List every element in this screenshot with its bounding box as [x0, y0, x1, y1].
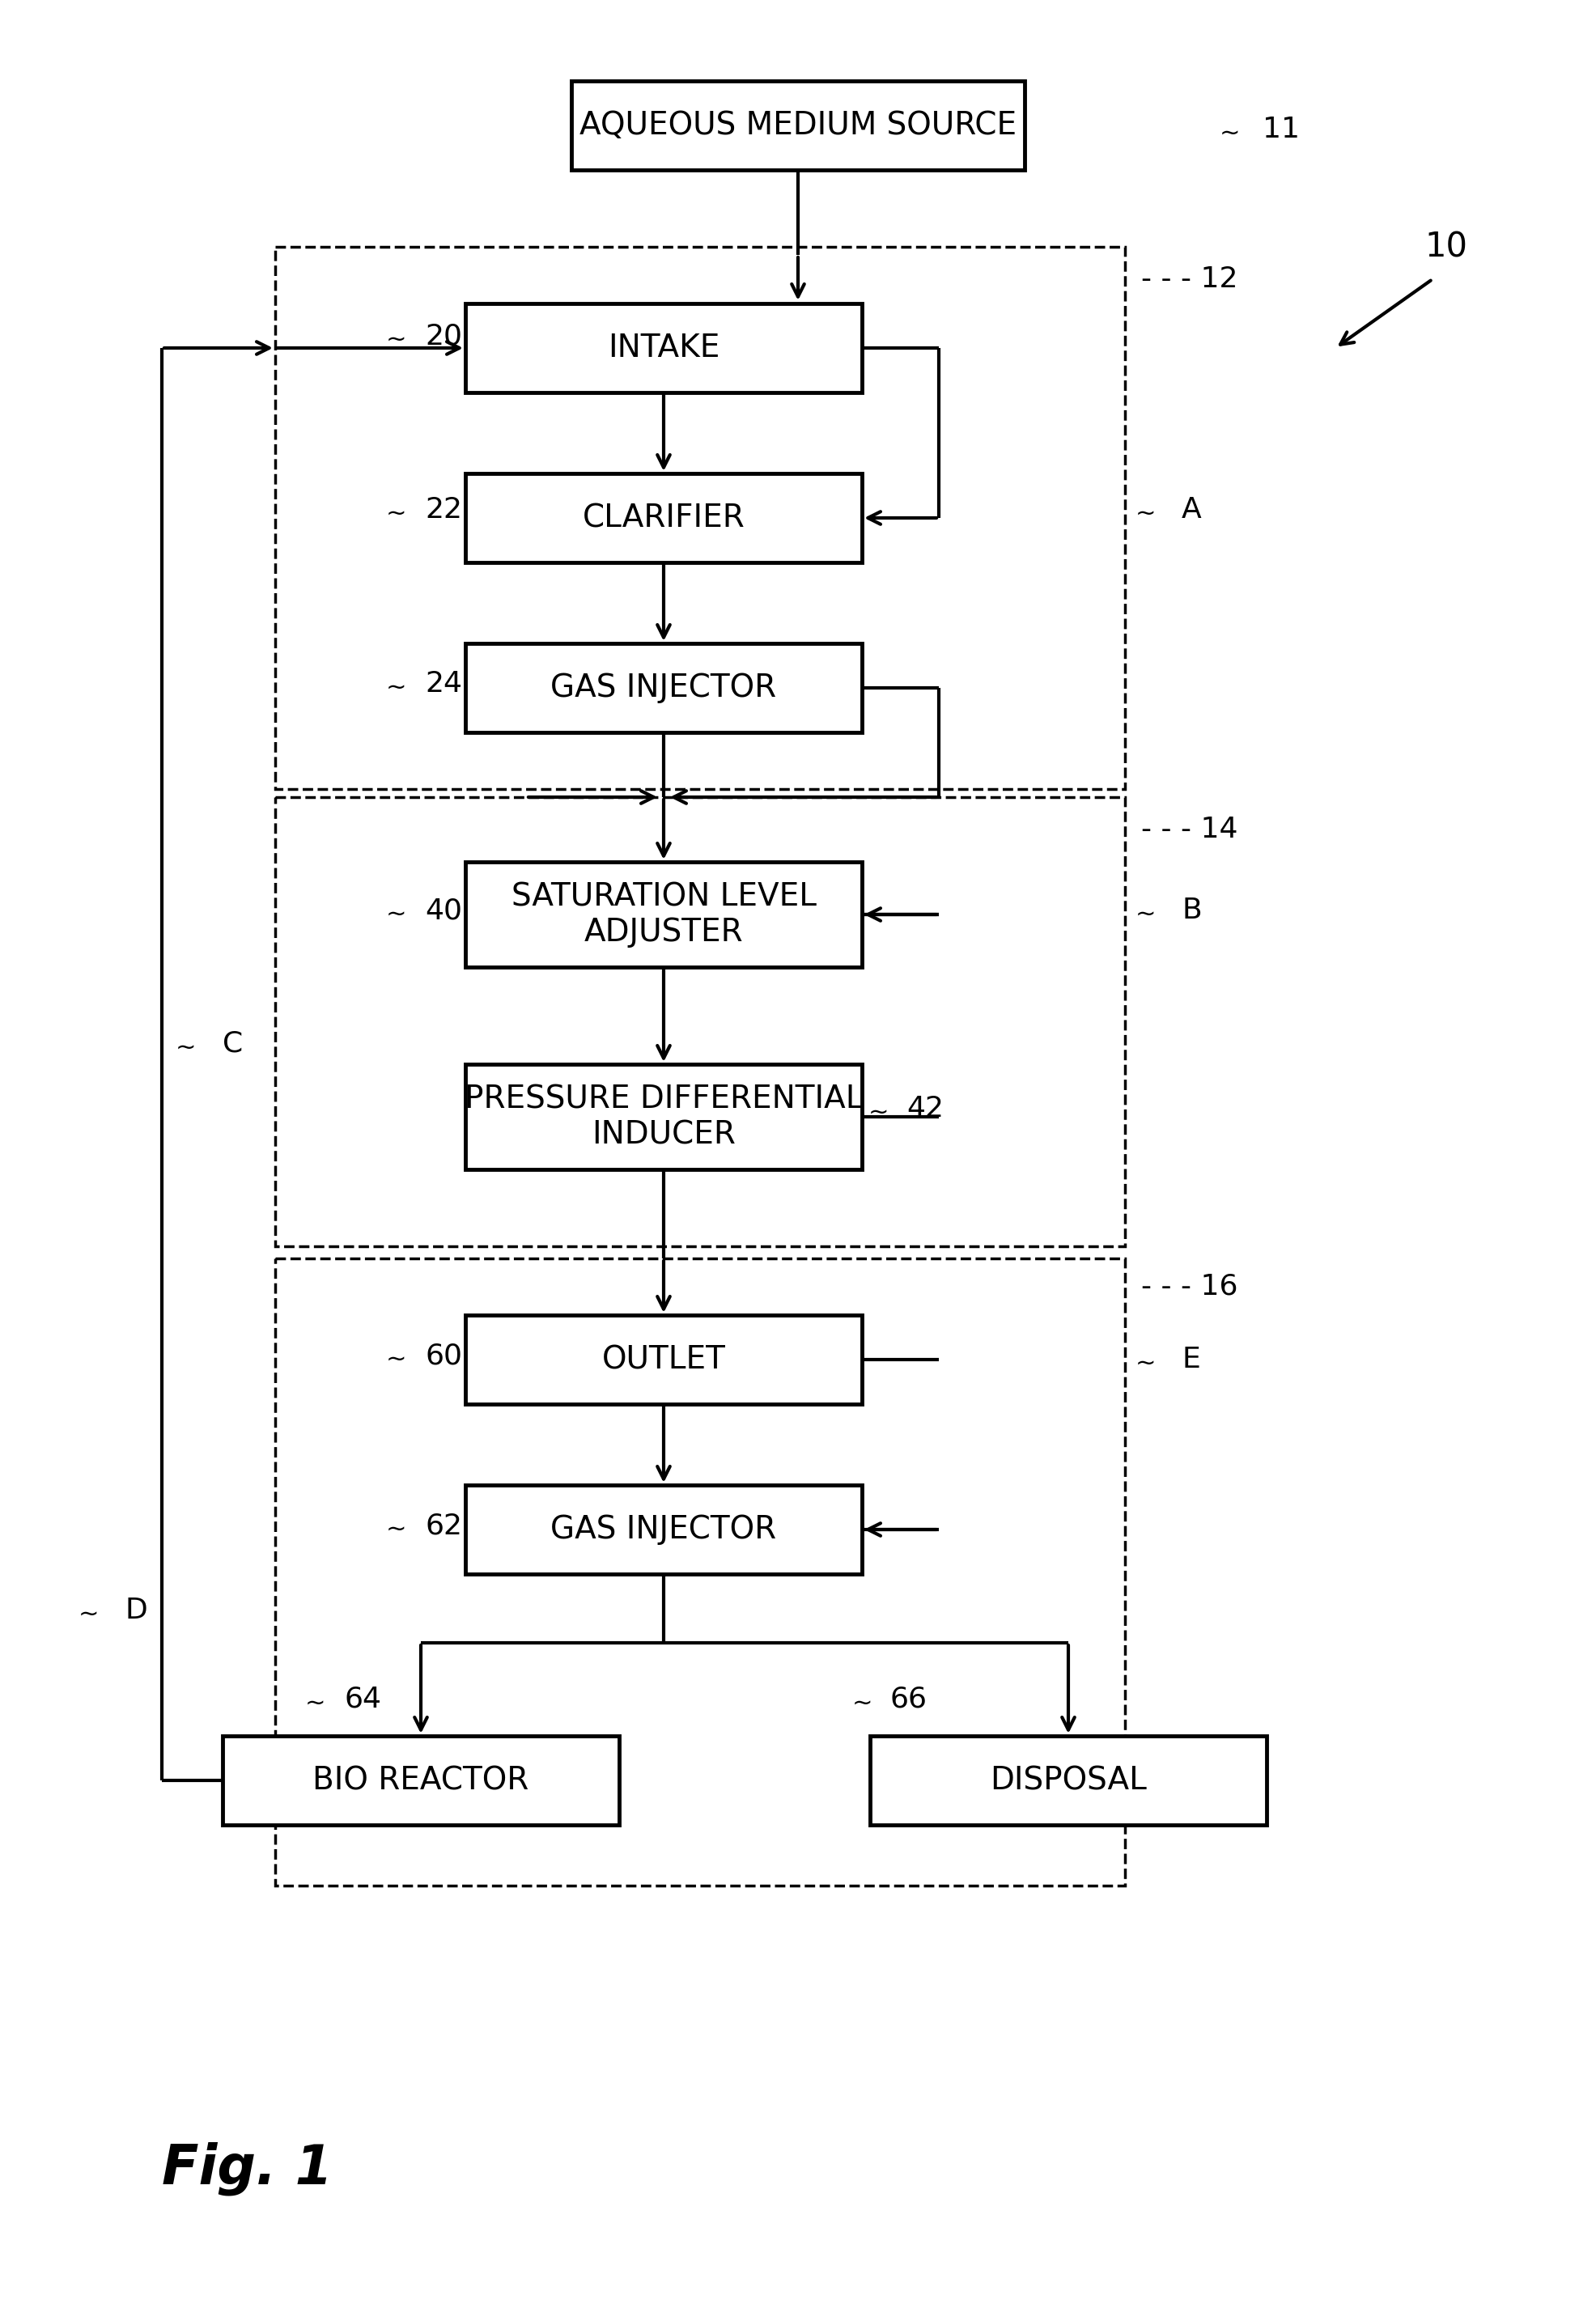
Text: 11: 11	[1262, 116, 1299, 144]
Text: A: A	[1181, 497, 1202, 525]
Text: SATURATION LEVEL
ADJUSTER: SATURATION LEVEL ADJUSTER	[511, 882, 816, 947]
Text: - - - 14: - - - 14	[1141, 815, 1238, 843]
Text: 22: 22	[425, 497, 463, 525]
Bar	[466, 1485, 862, 1574]
Text: 62: 62	[425, 1511, 463, 1539]
Text: OUTLET: OUTLET	[602, 1344, 726, 1374]
Text: ~: ~	[852, 1692, 873, 1715]
Text: 60: 60	[425, 1342, 463, 1369]
Text: ~: ~	[386, 675, 407, 699]
Text: ~: ~	[386, 1349, 407, 1372]
Text: ~: ~	[386, 903, 407, 926]
Bar	[466, 861, 862, 968]
Bar	[466, 304, 862, 392]
Bar	[870, 1736, 1267, 1824]
Text: DISPOSAL: DISPOSAL	[990, 1764, 1148, 1796]
Text: 10: 10	[1424, 230, 1467, 265]
Text: ~: ~	[305, 1692, 326, 1715]
Bar	[275, 796, 1125, 1246]
Text: ~: ~	[78, 1604, 99, 1627]
Text: Fig. 1: Fig. 1	[161, 2142, 332, 2196]
Text: ~: ~	[386, 327, 407, 350]
Text: ~: ~	[1135, 1351, 1156, 1376]
Text: 40: 40	[425, 896, 463, 924]
Text: AQUEOUS MEDIUM SOURCE: AQUEOUS MEDIUM SOURCE	[579, 109, 1017, 142]
Text: ~: ~	[386, 501, 407, 525]
Text: 24: 24	[425, 671, 463, 699]
Text: - - - 16: - - - 16	[1141, 1272, 1238, 1300]
Text: INTAKE: INTAKE	[608, 332, 720, 364]
Text: - - - 12: - - - 12	[1141, 265, 1238, 292]
Text: CLARIFIER: CLARIFIER	[583, 504, 745, 534]
Text: 42: 42	[907, 1096, 943, 1123]
Text: 20: 20	[425, 323, 463, 350]
Text: ~: ~	[1219, 121, 1240, 146]
Bar	[222, 1736, 619, 1824]
Text: ~: ~	[176, 1035, 196, 1061]
Text: 66: 66	[891, 1685, 927, 1713]
Text: GAS INJECTOR: GAS INJECTOR	[551, 1513, 777, 1546]
Text: ~: ~	[386, 1518, 407, 1541]
Text: PRESSURE DIFFERENTIAL
INDUCER: PRESSURE DIFFERENTIAL INDUCER	[464, 1084, 863, 1149]
Bar	[466, 473, 862, 562]
Bar	[466, 643, 862, 733]
Text: C: C	[222, 1031, 243, 1058]
Bar	[571, 81, 1025, 169]
Text: D: D	[126, 1597, 148, 1625]
Text: 64: 64	[345, 1685, 381, 1713]
Text: B: B	[1181, 896, 1202, 924]
Text: E: E	[1181, 1346, 1200, 1374]
Bar	[466, 1316, 862, 1404]
Text: ~: ~	[868, 1100, 889, 1123]
Text: ~: ~	[1135, 501, 1156, 525]
Text: ~: ~	[1135, 903, 1156, 926]
Bar	[466, 1065, 862, 1170]
Bar	[275, 1258, 1125, 1885]
Text: BIO REACTOR: BIO REACTOR	[313, 1764, 528, 1796]
Bar	[275, 246, 1125, 789]
Text: GAS INJECTOR: GAS INJECTOR	[551, 673, 777, 703]
